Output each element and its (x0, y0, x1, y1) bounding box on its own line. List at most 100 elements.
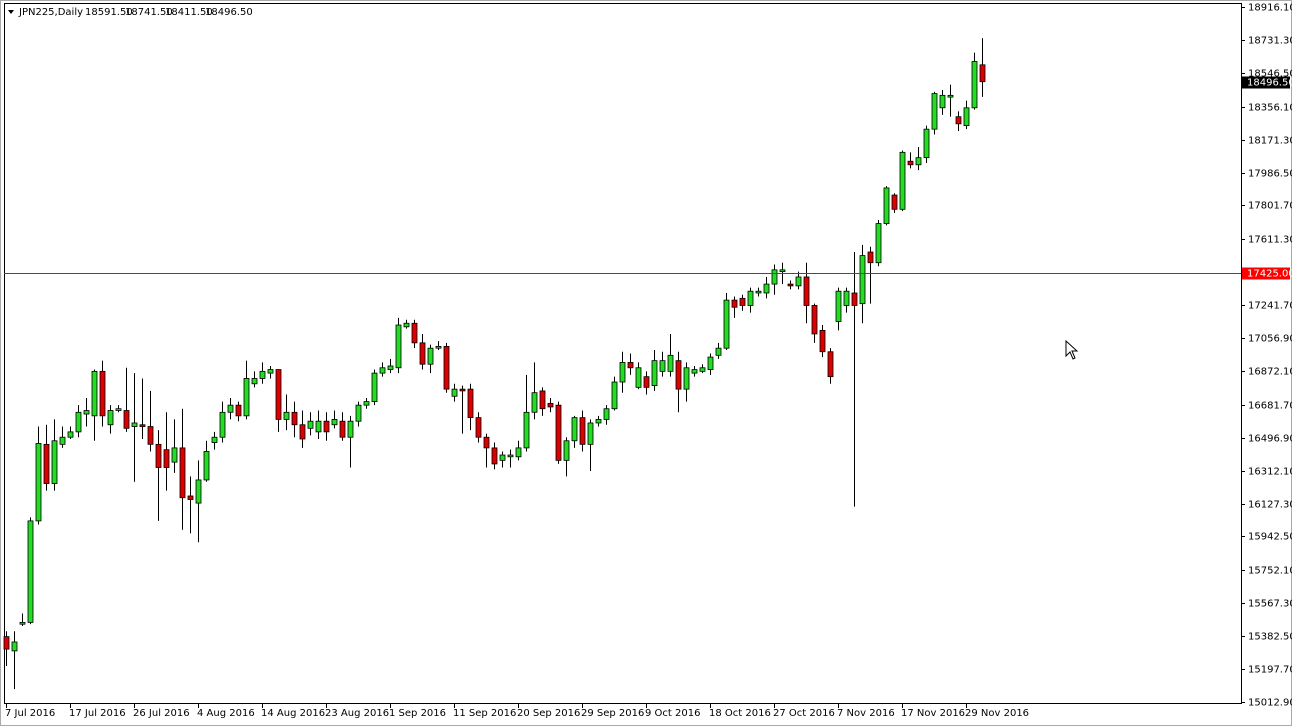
header-low: 18411.50 (165, 7, 213, 18)
candle-body (731, 299, 738, 308)
candle-body (835, 290, 842, 322)
x-tick-label: 26 Jul 2016 (133, 708, 190, 719)
y-tick-label: 16127.30 (1248, 500, 1292, 511)
candle-body (267, 369, 274, 374)
y-tick-label: 15197.70 (1248, 665, 1292, 676)
candle-body (723, 299, 730, 349)
candle-body (139, 424, 146, 427)
candle-body (19, 621, 26, 625)
candle-body (507, 454, 514, 458)
header-open: 18591.50 (85, 7, 133, 18)
y-tick-label: 17986.50 (1248, 169, 1292, 180)
candle-body (283, 411, 290, 420)
candle-body (587, 422, 594, 445)
candle-body (243, 378, 250, 417)
candle-body (979, 64, 986, 83)
candle-body (683, 367, 690, 390)
y-tick-label: 17611.30 (1248, 235, 1292, 246)
x-tick-label: 29 Sep 2016 (581, 708, 644, 719)
mouse-cursor (1065, 339, 1079, 360)
candle-body (179, 447, 186, 499)
candle-body (843, 290, 850, 306)
x-tick-label: 27 Oct 2016 (773, 708, 835, 719)
y-tick-label: 18171.30 (1248, 136, 1292, 147)
candle-body (355, 404, 362, 422)
candle-body (171, 447, 178, 463)
candle-body (123, 410, 130, 429)
candle-body (819, 329, 826, 353)
candle-body (603, 408, 610, 420)
candle-body (259, 370, 266, 379)
candle-body (339, 420, 346, 438)
candle-body (347, 420, 354, 438)
candle-body (755, 290, 762, 294)
candle-body (155, 443, 162, 468)
x-tick-label: 7 Jul 2016 (5, 708, 55, 719)
header-high: 18741.50 (125, 7, 173, 18)
candle-body (419, 342, 426, 365)
x-tick-label: 29 Nov 2016 (965, 708, 1029, 719)
candle-body (811, 305, 818, 335)
y-tick-label: 16312.10 (1248, 467, 1292, 478)
candle-body (907, 160, 914, 166)
candle-body (307, 420, 314, 429)
candle-body (915, 157, 922, 166)
y-tick-label: 15012.90 (1248, 698, 1292, 709)
x-tick-label: 17 Jul 2016 (69, 708, 126, 719)
candle-body (659, 360, 666, 372)
last-price-box (1242, 76, 1290, 89)
candle-body (547, 402, 554, 408)
y-tick-label: 16872.10 (1248, 367, 1292, 378)
x-tick-label: 7 Nov 2016 (837, 708, 895, 719)
candle-body (539, 390, 546, 410)
candle-body (875, 223, 882, 264)
candle-body (91, 370, 98, 417)
candle-body (43, 443, 50, 484)
candle-body (299, 424, 306, 440)
candle-body (531, 392, 538, 413)
candle-body (387, 365, 394, 370)
y-tick-label: 15567.30 (1248, 599, 1292, 610)
candle-body (211, 436, 218, 443)
candle-body (203, 451, 210, 481)
candle-body (59, 436, 66, 445)
candle-body (483, 436, 490, 449)
y-tick-label: 16681.70 (1248, 401, 1292, 412)
y-tick-label: 17056.90 (1248, 334, 1292, 345)
candle-body (771, 269, 778, 285)
candle-body (459, 388, 466, 392)
candle-body (611, 381, 618, 410)
candle-body (947, 94, 954, 98)
candle-body (515, 447, 522, 458)
header-values: 18591.50 18741.50 18411.50 18496.50 (85, 7, 253, 18)
x-tick-label: 9 Oct 2016 (645, 708, 700, 719)
candle-body (619, 362, 626, 383)
x-tick-label: 1 Sep 2016 (389, 708, 446, 719)
candle-body (187, 495, 194, 500)
x-tick-label: 4 Aug 2016 (197, 708, 255, 719)
candle-body (563, 440, 570, 461)
header-close: 18496.50 (205, 7, 253, 18)
last-price-label: 18496.50 (1247, 78, 1292, 89)
candle-body (883, 187, 890, 224)
candle-body (11, 641, 18, 652)
y-tick-label: 15752.10 (1248, 566, 1292, 577)
symbol: JPN225,Daily (18, 7, 83, 18)
candle-body (235, 404, 242, 417)
candle-body (891, 194, 898, 210)
candle-body (715, 347, 722, 356)
y-tick-label: 18916.10 (1248, 3, 1292, 14)
y-tick-label: 18731.30 (1248, 36, 1292, 47)
y-tick-label: 18546.50 (1248, 69, 1292, 80)
y-tick-label: 15942.50 (1248, 532, 1292, 543)
candle-body (99, 370, 106, 417)
x-tick-label: 20 Sep 2016 (517, 708, 580, 719)
x-tick-label: 11 Sep 2016 (453, 708, 516, 719)
candle-body (931, 93, 938, 130)
level-label-box (1242, 267, 1290, 280)
candle-body (51, 440, 58, 484)
candle-body (443, 346, 450, 390)
candle-body (147, 426, 154, 445)
candle-body (963, 107, 970, 127)
